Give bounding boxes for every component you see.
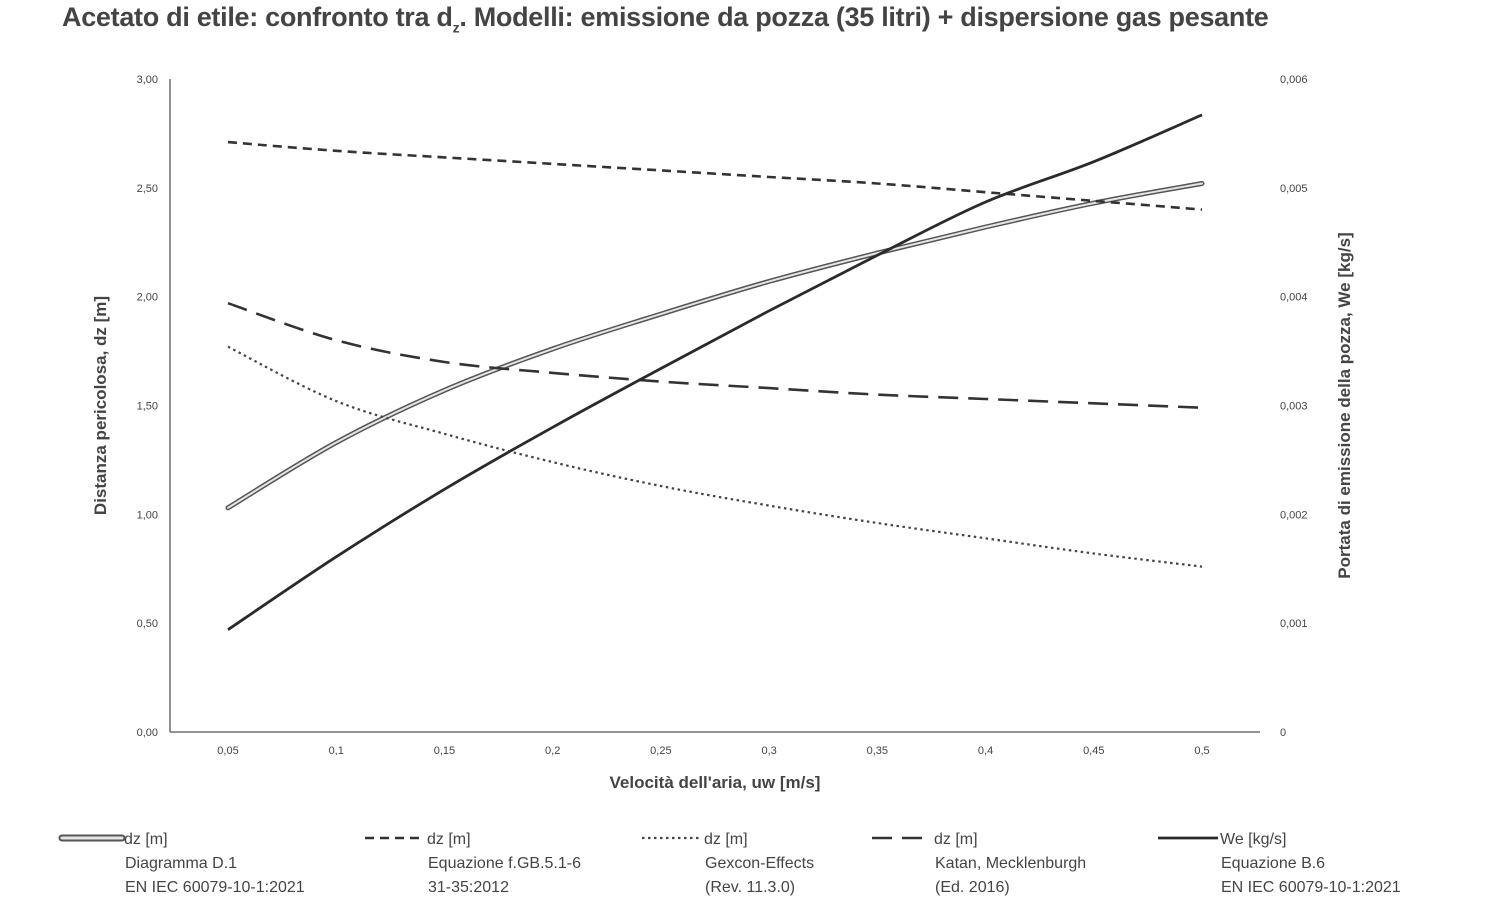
legend-series-name: dz [m] (934, 831, 978, 848)
y-tick-label-right: 0,004 (1280, 292, 1308, 304)
series-lines (225, 113, 1205, 631)
y-tick-label-left: 0,00 (137, 727, 158, 739)
y-axis-label-left: Distanza pericolosa, dz [m] (91, 296, 110, 515)
legend-series-desc: Katan, Mecklenburgh (935, 855, 1086, 872)
x-tick-label: 0,1 (329, 745, 344, 757)
y-tick-label-right: 0,005 (1280, 183, 1308, 195)
series-line-outer (225, 181, 1205, 511)
legend-item: dz [m] Diagramma D.1 EN IEC 60079-10-1:202… (58, 831, 305, 896)
legend-series-name: dz [m] (704, 831, 748, 848)
legend-series-desc: Equazione B.6 (1221, 855, 1325, 872)
legend-series-source: EN IEC 60079-10-1:2021 (125, 879, 305, 896)
x-tick-label: 0,45 (1083, 745, 1104, 757)
legend-series-name: dz [m] (124, 831, 168, 848)
legend-item: We [kg/s] Equazione B.6 EN IEC 60079-10-1:… (1158, 831, 1401, 896)
y-tick-label-left: 1,50 (137, 401, 158, 413)
legend-series-source: EN IEC 60079-10-1:2021 (1221, 879, 1401, 896)
legend-item: dz [m] Katan, Mecklenburgh (Ed. 2016) (872, 831, 1086, 896)
x-tick-label: 0,3 (761, 745, 776, 757)
x-axis-label: Velocità dell'aria, uw [m/s] (610, 773, 821, 792)
x-tick-label: 0,5 (1194, 745, 1209, 757)
series-line (227, 113, 1203, 631)
tick-labels: 0,00 0,50 1,00 1,50 2,00 2,50 3,00 0 0,001 0,002 0… (137, 74, 1308, 757)
chart-title: Acetato di etile: confronto tra dz. Mode… (62, 2, 1269, 36)
x-tick-label: 0,25 (650, 745, 671, 757)
axes (169, 79, 1260, 733)
series-line (227, 345, 1203, 568)
y-tick-label-right: 0,003 (1280, 401, 1308, 413)
series-line (227, 140, 1203, 211)
series-dz-equazione-gb (227, 140, 1203, 211)
y-tick-label-right: 0,002 (1280, 509, 1308, 521)
legend: dz [m] Diagramma D.1 EN IEC 60079-10-1:202… (58, 831, 1401, 896)
y-tick-label-left: 3,00 (137, 74, 158, 86)
x-tick-label: 0,2 (545, 745, 560, 757)
x-tick-label: 0,35 (867, 745, 888, 757)
series-dz-katan (227, 301, 1203, 409)
series-dz-diagramma-d1 (225, 181, 1205, 511)
legend-series-desc: Diagramma D.1 (125, 855, 237, 872)
legend-series-desc: Gexcon-Effects (705, 855, 814, 872)
legend-series-desc: Equazione f.GB.5.1-6 (428, 855, 581, 872)
series-line-inner (227, 182, 1203, 509)
series-we-equazione-b6 (227, 113, 1203, 631)
y-tick-label-left: 1,00 (137, 509, 158, 521)
y-tick-label-right: 0 (1280, 727, 1286, 739)
x-tick-label: 0,05 (217, 745, 238, 757)
y-tick-label-left: 2,00 (137, 292, 158, 304)
legend-item: dz [m] Gexcon-Effects (Rev. 11.3.0) (642, 831, 814, 896)
y-tick-label-right: 0,001 (1280, 618, 1308, 630)
legend-item: dz [m] Equazione f.GB.5.1-6 31-35:2012 (365, 831, 581, 896)
series-dz-gexcon (227, 345, 1203, 568)
axis-labels: Velocità dell'aria, uw [m/s] Distanza per… (91, 232, 1354, 792)
x-tick-label: 0,15 (434, 745, 455, 757)
x-tick-label: 0,4 (978, 745, 993, 757)
legend-series-name: We [kg/s] (1220, 831, 1286, 848)
series-line (227, 301, 1203, 409)
y-tick-label-right: 0,006 (1280, 74, 1308, 86)
legend-series-source: (Ed. 2016) (935, 879, 1010, 896)
legend-series-source: (Rev. 11.3.0) (705, 879, 795, 896)
y-axis-label-right: Portata di emissione della pozza, We [kg… (1335, 232, 1354, 578)
legend-series-name: dz [m] (427, 831, 471, 848)
y-tick-label-left: 0,50 (137, 618, 158, 630)
legend-series-source: 31-35:2012 (428, 879, 509, 896)
y-tick-label-left: 2,50 (137, 183, 158, 195)
